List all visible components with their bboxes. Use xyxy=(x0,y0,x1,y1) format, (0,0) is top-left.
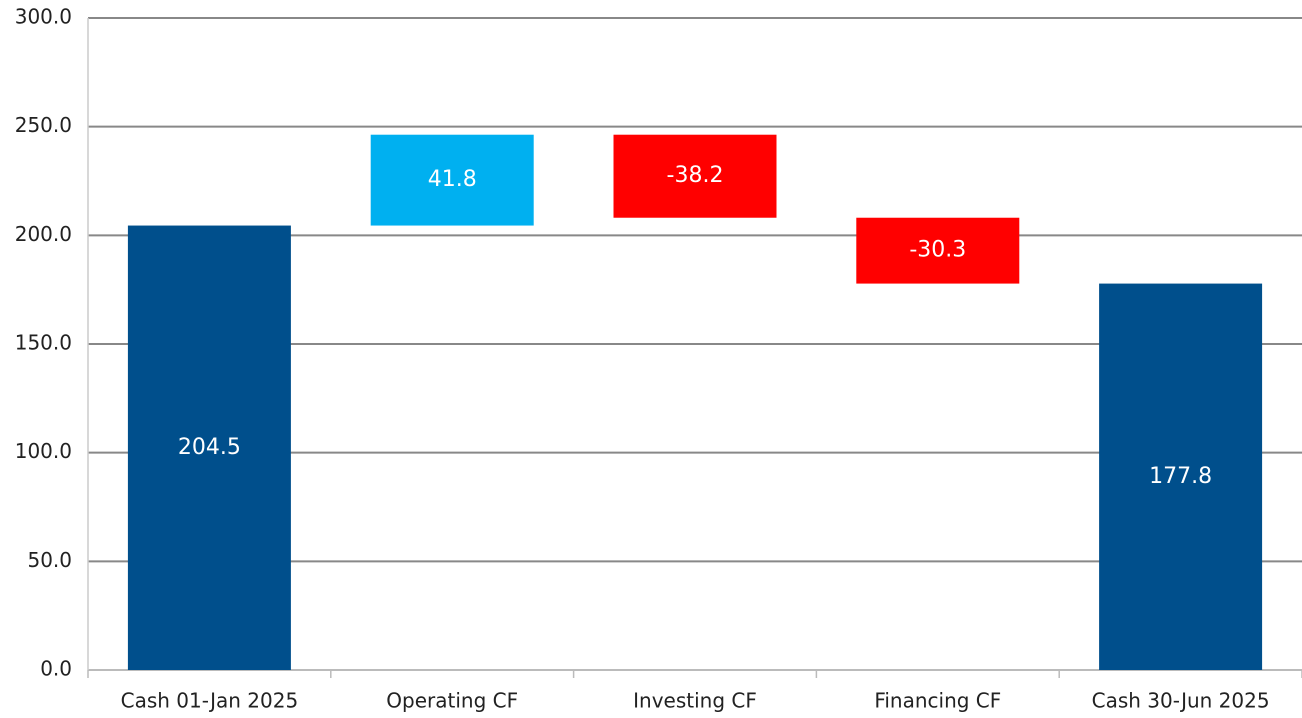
value-label: -30.3 xyxy=(909,238,966,263)
y-tick-label: 50.0 xyxy=(27,548,72,572)
value-label: 41.8 xyxy=(428,167,477,192)
value-label: 204.5 xyxy=(178,435,241,460)
value-label: -38.2 xyxy=(667,163,724,188)
y-tick-label: 200.0 xyxy=(15,222,72,246)
bar xyxy=(127,225,291,670)
y-tick-label: 250.0 xyxy=(15,113,72,137)
x-tick-label: Investing CF xyxy=(633,689,757,713)
bar xyxy=(613,134,777,218)
y-tick-label: 100.0 xyxy=(15,439,72,463)
value-label: 177.8 xyxy=(1149,464,1212,489)
x-tick-label: Operating CF xyxy=(386,689,518,713)
y-tick-label: 150.0 xyxy=(15,331,72,355)
bar xyxy=(370,134,534,226)
x-tick-label: Cash 30-Jun 2025 xyxy=(1092,689,1270,713)
bar xyxy=(856,217,1020,284)
x-tick-label: Financing CF xyxy=(874,689,1001,713)
y-tick-label: 300.0 xyxy=(15,5,72,29)
bar xyxy=(1099,283,1263,670)
x-tick-label: Cash 01-Jan 2025 xyxy=(121,689,299,713)
y-tick-label: 0.0 xyxy=(40,657,72,681)
